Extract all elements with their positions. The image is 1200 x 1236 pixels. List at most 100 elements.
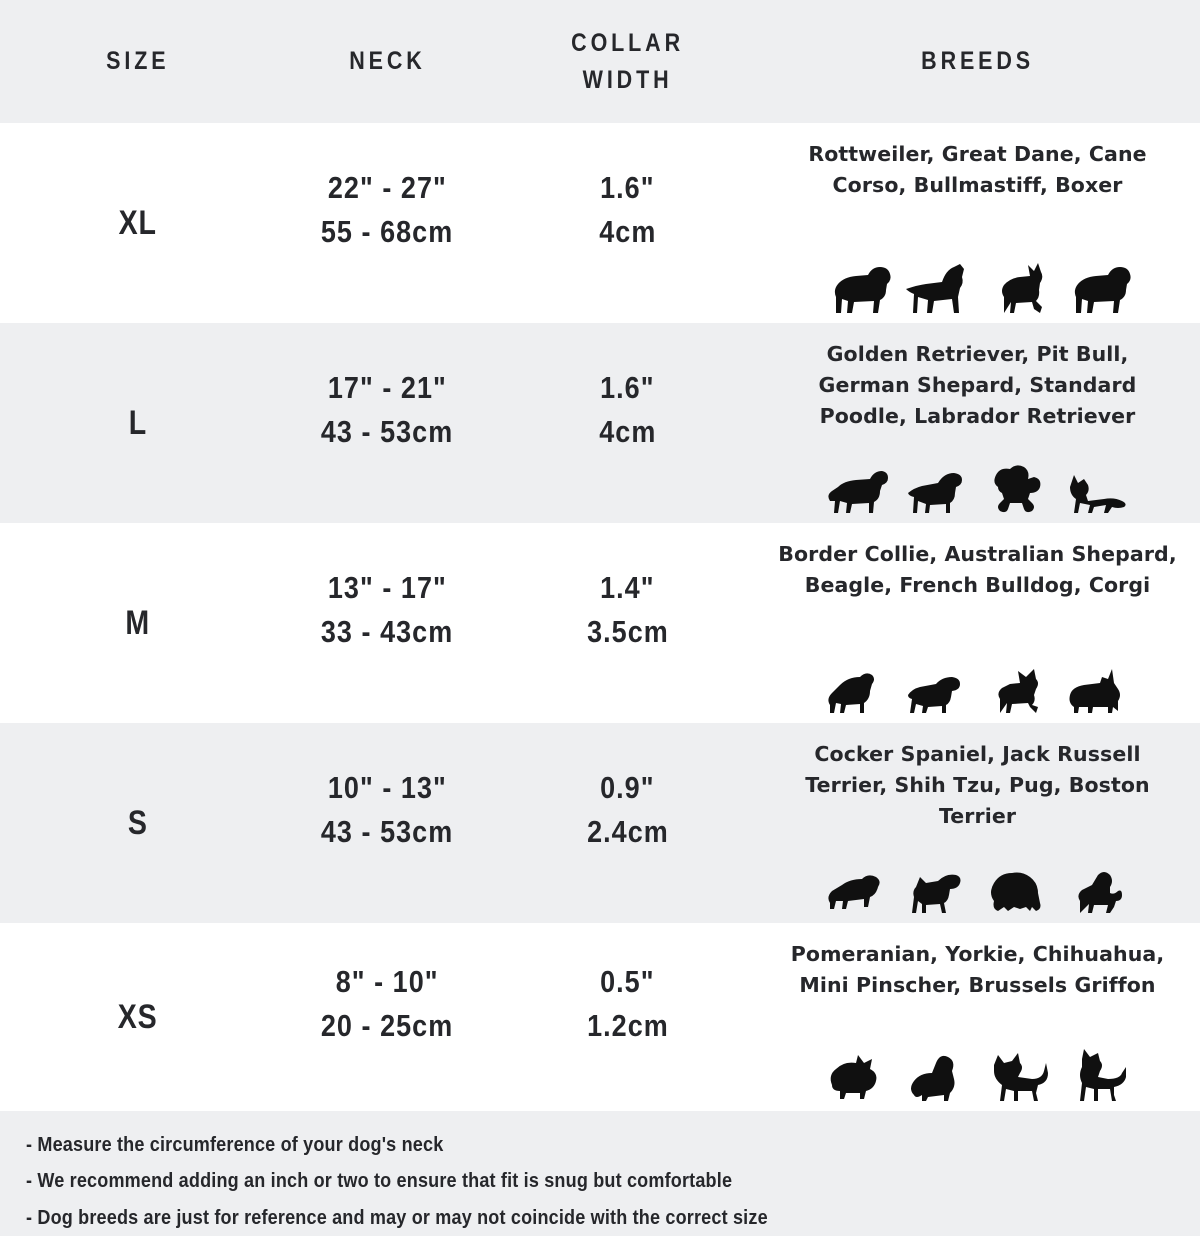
collar-width-cell: 1.6" 4cm xyxy=(500,123,755,323)
shih-tzu-icon xyxy=(990,872,1040,911)
neck-inches: 17" - 21" xyxy=(328,369,447,405)
pug-icon xyxy=(1077,872,1122,913)
breeds-list-text: Border Collie, Australian Shepard, Beagl… xyxy=(778,542,1177,598)
table-header-row: SIZE NECK COLLAR WIDTH BREEDS xyxy=(0,0,1200,123)
table-body: XL 22" - 27" 55 - 68cm 1.6" 4cm Rottweiler, G… xyxy=(0,123,1200,1111)
poodle-icon xyxy=(993,465,1040,513)
size-label: L xyxy=(128,403,147,442)
size-label: XL xyxy=(118,203,157,242)
collar-centimeters: 1.2cm xyxy=(586,1008,669,1043)
breeds-list-text: Pomeranian, Yorkie, Chihuahua, Mini Pins… xyxy=(790,942,1165,998)
column-header-size: SIZE xyxy=(0,43,275,79)
breeds-cell: Golden Retriever, Pit Bull, German Shepa… xyxy=(755,323,1200,523)
size-cell: XL xyxy=(0,123,275,323)
neck-inches: 13" - 17" xyxy=(328,569,447,605)
breed-silhouette-group xyxy=(822,1039,1134,1103)
neck-measurement: 10" - 13" 43 - 53cm xyxy=(311,766,463,880)
french-bulldog-icon xyxy=(997,669,1038,713)
size-label: M xyxy=(125,603,150,642)
footer-notes: - Measure the circumference of your dog'… xyxy=(0,1111,1200,1236)
jack-russell-icon xyxy=(911,874,960,913)
table-row: XS 8" - 10" 20 - 25cm 0.5" 1.2cm Pomeranian, … xyxy=(0,923,1200,1111)
neck-cell: 8" - 10" 20 - 25cm xyxy=(275,923,500,1111)
neck-measurement: 13" - 17" 33 - 43cm xyxy=(311,566,463,680)
breed-silhouette-group xyxy=(822,251,1134,315)
bullmastiff-icon xyxy=(1074,267,1131,313)
breed-silhouette-group xyxy=(822,651,1134,715)
collar-inches: 1.6" xyxy=(600,169,655,205)
collar-width-measurement: 0.5" 1.2cm xyxy=(581,960,675,1074)
mini-pinscher-icon xyxy=(1079,1049,1126,1101)
collar-centimeters: 2.4cm xyxy=(586,814,669,849)
table-row: XL 22" - 27" 55 - 68cm 1.6" 4cm Rottweiler, G… xyxy=(0,123,1200,323)
neck-measurement: 17" - 21" 43 - 53cm xyxy=(311,366,463,480)
german-shepherd-icon xyxy=(1069,475,1126,513)
breeds-cell: Pomeranian, Yorkie, Chihuahua, Mini Pins… xyxy=(755,923,1200,1111)
collar-inches: 1.4" xyxy=(600,569,655,605)
collar-width-cell: 1.4" 3.5cm xyxy=(500,523,755,723)
collar-inches: 0.9" xyxy=(600,769,655,805)
table-row: L 17" - 21" 43 - 53cm 1.6" 4cm Golden Retriev… xyxy=(0,323,1200,523)
size-label: S xyxy=(127,803,148,842)
breeds-cell: Cocker Spaniel, Jack Russell Terrier, Sh… xyxy=(755,723,1200,923)
neck-inches: 8" - 10" xyxy=(336,963,439,999)
collar-centimeters: 4cm xyxy=(598,414,657,449)
breeds-cell: Border Collie, Australian Shepard, Beagl… xyxy=(755,523,1200,723)
breeds-list-text: Golden Retriever, Pit Bull, German Shepa… xyxy=(818,342,1137,429)
neck-centimeters: 43 - 53cm xyxy=(321,814,454,849)
column-header-neck: NECK xyxy=(275,43,500,79)
size-cell: L xyxy=(0,323,275,523)
collar-inches: 1.6" xyxy=(600,369,655,405)
collar-width-measurement: 1.6" 4cm xyxy=(595,366,661,480)
size-cell: S xyxy=(0,723,275,923)
neck-measurement: 8" - 10" 20 - 25cm xyxy=(311,960,463,1074)
labrador-icon xyxy=(907,473,962,513)
breed-silhouette-group xyxy=(822,851,1134,915)
size-cell: M xyxy=(0,523,275,723)
border-collie-icon xyxy=(827,673,874,713)
collar-width-measurement: 1.4" 3.5cm xyxy=(581,566,675,680)
neck-centimeters: 33 - 43cm xyxy=(321,614,454,649)
chihuahua-icon xyxy=(993,1053,1048,1101)
column-header-breeds: BREEDS xyxy=(755,43,1200,79)
pomeranian-icon xyxy=(830,1055,876,1099)
collar-centimeters: 3.5cm xyxy=(586,614,669,649)
column-header-size-label: SIZE xyxy=(105,47,170,76)
neck-cell: 17" - 21" 43 - 53cm xyxy=(275,323,500,523)
neck-cell: 22" - 27" 55 - 68cm xyxy=(275,123,500,323)
collar-width-measurement: 0.9" 2.4cm xyxy=(581,766,675,880)
table-row: S 10" - 13" 43 - 53cm 0.9" 2.4cm Cocker Spani… xyxy=(0,723,1200,923)
rottweiler-icon xyxy=(834,267,891,313)
collar-width-measurement: 1.6" 4cm xyxy=(595,166,661,280)
column-header-collar-width: COLLAR WIDTH xyxy=(500,25,755,98)
collar-width-cell: 0.5" 1.2cm xyxy=(500,923,755,1111)
collar-centimeters: 4cm xyxy=(598,214,657,249)
corgi-icon xyxy=(1069,669,1120,713)
collar-width-cell: 1.6" 4cm xyxy=(500,323,755,523)
boxer-icon xyxy=(1001,263,1042,313)
collar-width-cell: 0.9" 2.4cm xyxy=(500,723,755,923)
neck-inches: 10" - 13" xyxy=(328,769,447,805)
neck-centimeters: 55 - 68cm xyxy=(321,214,454,249)
neck-measurement: 22" - 27" 55 - 68cm xyxy=(311,166,463,280)
great-dane-icon xyxy=(905,264,964,313)
breed-silhouette-group xyxy=(822,451,1134,515)
size-label: XS xyxy=(117,997,158,1036)
cocker-spaniel-icon xyxy=(827,875,880,909)
size-cell: XS xyxy=(0,923,275,1111)
beagle-icon xyxy=(907,677,960,713)
table-row: M 13" - 17" 33 - 43cm 1.4" 3.5cm Border Colli… xyxy=(0,523,1200,723)
column-header-neck-label: NECK xyxy=(349,47,426,76)
neck-cell: 13" - 17" 33 - 43cm xyxy=(275,523,500,723)
footer-note: - Measure the circumference of your dog'… xyxy=(26,1133,444,1156)
neck-cell: 10" - 13" 43 - 53cm xyxy=(275,723,500,923)
yorkie-icon xyxy=(910,1055,954,1101)
breeds-list-text: Rottweiler, Great Dane, Cane Corso, Bull… xyxy=(808,142,1147,198)
neck-centimeters: 43 - 53cm xyxy=(321,414,454,449)
column-header-breeds-label: BREEDS xyxy=(921,47,1034,76)
column-header-collar-width-label: COLLAR WIDTH xyxy=(571,29,684,94)
breeds-list-text: Cocker Spaniel, Jack Russell Terrier, Sh… xyxy=(805,742,1150,829)
footer-note: - Dog breeds are just for reference and … xyxy=(26,1205,768,1229)
golden-retriever-icon xyxy=(827,471,888,513)
